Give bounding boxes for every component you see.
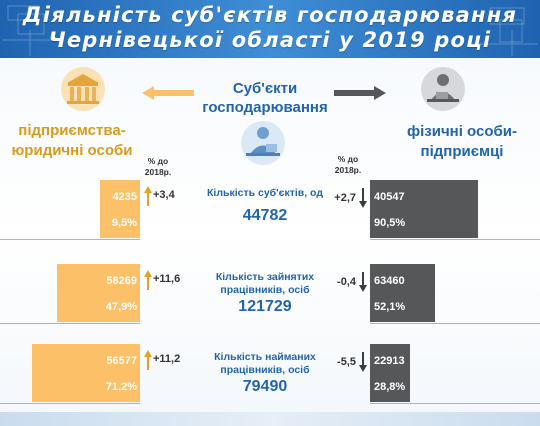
entrepreneurs-change: -5,5 xyxy=(337,356,356,368)
entrepreneur-icon xyxy=(421,67,465,111)
center-heading-line-1: Суб'єкти xyxy=(232,80,298,97)
entrepreneurs-change-arrow-icon xyxy=(359,352,367,372)
center-heading-line-2: господарювання xyxy=(202,99,328,116)
legal-entities-heading: підприємства- юридичні особи xyxy=(4,121,140,161)
pct-note-right: % до 2018р. xyxy=(324,154,372,176)
row-separator-right xyxy=(370,239,540,240)
businessman-icon xyxy=(241,121,285,165)
entrepreneurs-share: 90,5% xyxy=(374,217,406,229)
entrepreneurs-share: 52,1% xyxy=(374,301,406,313)
entrepreneurs-bar xyxy=(370,344,410,402)
entrepreneurs-bar xyxy=(370,264,435,322)
entrepreneurs-change-arrow-icon xyxy=(359,188,367,208)
row-separator-right xyxy=(370,403,540,404)
entrepreneurs-bar xyxy=(370,180,478,238)
center-heading: Суб'єкти господарювання xyxy=(190,79,340,117)
row-separator-left xyxy=(0,323,140,324)
pct-note-left: % до 2018р. xyxy=(134,156,182,178)
banner-decoration xyxy=(2,5,538,56)
legal-entities-change-arrow-icon xyxy=(144,186,152,206)
row-separator-left xyxy=(0,403,140,404)
arrow-left-icon xyxy=(142,86,194,100)
row-separator-right xyxy=(370,323,540,324)
legal-entities-change: +11,2 xyxy=(153,353,181,365)
legal-entities-bar xyxy=(57,264,140,322)
legal-entities-share: 47,9% xyxy=(105,301,137,313)
metric-total: 121729 xyxy=(238,298,292,315)
legal-entities-share: 9,5% xyxy=(111,217,137,229)
entrepreneurs-share: 28,8% xyxy=(374,381,406,393)
legal-entities-change: +11,6 xyxy=(153,273,181,285)
legal-entities-value: 4235 xyxy=(112,191,137,203)
title-banner: Діяльність суб'єктів господарювання Черн… xyxy=(0,0,540,58)
legal-entities-share: 71,2% xyxy=(105,381,137,393)
metric-total: 44782 xyxy=(242,207,288,224)
row-separator-left xyxy=(0,239,140,240)
entrepreneurs-value: 40547 xyxy=(374,191,405,203)
legal-entities-heading-line-2: юридичні особи xyxy=(11,142,133,159)
metric-label: Кількість суб'єктів, од xyxy=(207,187,323,199)
legal-entities-change-arrow-icon xyxy=(144,350,152,370)
legal-entities-value: 58269 xyxy=(106,275,137,287)
metric-label: Кількість найманих працівників, осіб xyxy=(214,351,316,376)
page-title-line-1: Діяльність суб'єктів господарювання xyxy=(22,3,518,27)
metric-label: Кількість зайнятих працівників, осіб xyxy=(215,271,315,296)
legal-entities-bar xyxy=(32,344,140,402)
metric-total: 79490 xyxy=(242,378,288,395)
legal-entities-change: +3,4 xyxy=(153,189,175,201)
entrepreneurs-change-arrow-icon xyxy=(359,272,367,292)
legal-entities-bar xyxy=(100,180,140,238)
pct-note-left-line-1: % до xyxy=(147,156,169,166)
entrepreneurs-value: 63460 xyxy=(374,275,405,287)
entrepreneurs-change: +2,7 xyxy=(334,192,356,204)
legal-entities-value: 56577 xyxy=(106,355,137,367)
pct-note-left-line-2: 2018р. xyxy=(144,167,172,177)
bottom-decoration xyxy=(0,412,540,426)
pct-note-right-line-2: 2018р. xyxy=(334,165,362,175)
page-title-line-2: Чернівецької області у 2019 році xyxy=(48,28,492,52)
legal-entities-heading-line-1: підприємства- xyxy=(18,122,126,139)
entrepreneurs-value: 22913 xyxy=(374,355,405,367)
entrepreneurs-change: -0,4 xyxy=(337,276,356,288)
building-icon xyxy=(61,67,105,111)
entrepreneurs-heading-line-2: підприємці xyxy=(420,143,504,160)
arrow-right-icon xyxy=(334,86,386,100)
legal-entities-change-arrow-icon xyxy=(144,270,152,290)
pct-note-right-line-1: % до xyxy=(337,154,359,164)
entrepreneurs-heading-line-1: фізичні особи- xyxy=(406,123,518,140)
entrepreneurs-heading: фізичні особи- підприємці xyxy=(384,122,540,162)
